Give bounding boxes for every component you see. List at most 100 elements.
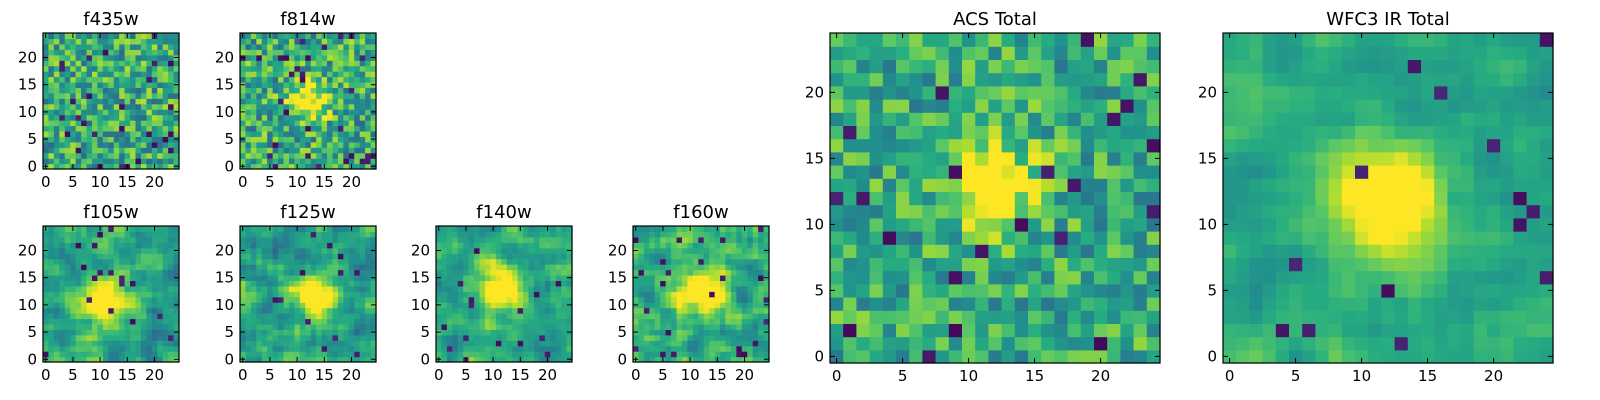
heatmap-cell xyxy=(48,340,55,347)
heatmap-cell xyxy=(1120,244,1135,258)
heatmap-cell xyxy=(316,242,323,249)
heatmap-cell xyxy=(102,296,109,303)
heatmap-cell xyxy=(725,291,732,298)
heatmap-cell xyxy=(261,231,268,238)
heatmap-cell xyxy=(1341,270,1356,285)
heatmap-cell xyxy=(709,313,716,320)
heatmap-cell xyxy=(75,329,82,336)
heatmap-cell xyxy=(725,280,732,287)
heatmap-cell xyxy=(681,226,688,233)
heatmap-cell xyxy=(240,258,247,265)
heatmap-cell xyxy=(506,236,513,243)
heatmap-cell xyxy=(1289,283,1303,298)
heatmap-cell xyxy=(1028,283,1042,298)
heatmap-cell xyxy=(256,81,263,88)
heatmap-cell xyxy=(113,318,120,325)
heatmap-cell xyxy=(649,334,656,341)
heatmap-cell xyxy=(168,163,175,170)
heatmap-cell xyxy=(484,323,491,330)
heatmap-cell xyxy=(348,54,355,61)
heatmap-cell xyxy=(97,264,104,271)
heatmap-cell xyxy=(468,247,475,254)
heatmap-cell xyxy=(463,285,470,292)
heatmap-cell xyxy=(250,313,257,320)
heatmap-cell xyxy=(988,257,1003,272)
heatmap-cell xyxy=(1262,151,1277,166)
heatmap-cell xyxy=(321,76,328,83)
heatmap-cell xyxy=(698,258,705,265)
heatmap-cell xyxy=(70,38,77,45)
heatmap-cell xyxy=(135,33,142,40)
heatmap-cell xyxy=(299,280,306,287)
y-tick-label: 0 xyxy=(814,347,824,365)
heatmap-cell xyxy=(267,291,274,298)
heatmap-cell xyxy=(1460,336,1475,351)
heatmap-cell xyxy=(261,49,268,56)
heatmap-cell xyxy=(512,253,519,260)
heatmap-cell xyxy=(1067,257,1082,272)
heatmap-cell xyxy=(566,231,573,238)
heatmap-cell xyxy=(272,253,279,260)
heatmap-cell xyxy=(135,269,142,276)
heatmap-cell xyxy=(343,60,350,67)
heatmap-cell xyxy=(261,120,268,127)
heatmap-cell xyxy=(490,231,497,238)
heatmap-cell xyxy=(490,307,497,314)
heatmap-cell xyxy=(305,231,312,238)
heatmap-cell xyxy=(64,269,71,276)
heatmap-cell xyxy=(665,226,672,233)
heatmap-cell xyxy=(64,103,71,110)
heatmap-cell xyxy=(517,231,524,238)
heatmap-cell xyxy=(288,323,295,330)
heatmap-cell xyxy=(501,302,508,309)
heatmap-cell xyxy=(1223,231,1237,245)
heatmap-cell xyxy=(1133,283,1148,298)
heatmap-cell xyxy=(168,109,175,116)
heatmap-cell xyxy=(633,323,640,330)
heatmap-cell xyxy=(561,340,568,347)
heatmap-cell xyxy=(151,103,158,110)
heatmap-cell xyxy=(1421,257,1435,272)
heatmap-cell xyxy=(1302,257,1316,272)
heatmap-cell xyxy=(59,163,66,170)
heatmap-cell xyxy=(146,345,153,352)
heatmap-cell xyxy=(81,269,88,276)
heatmap-cell xyxy=(1460,257,1475,272)
heatmap-cell xyxy=(457,356,464,363)
heatmap-cell xyxy=(81,340,88,347)
heatmap-cell xyxy=(512,340,519,347)
heatmap-cell xyxy=(168,302,175,309)
heatmap-cell xyxy=(566,334,573,341)
heatmap-cell xyxy=(698,291,705,298)
heatmap-cell xyxy=(703,242,710,249)
heatmap-cell xyxy=(240,103,247,110)
heatmap-cell xyxy=(140,43,147,50)
heatmap-cell xyxy=(1236,165,1250,179)
heatmap-cell xyxy=(730,258,737,265)
heatmap-cell xyxy=(1041,217,1055,232)
heatmap-cell xyxy=(501,285,508,292)
heatmap-cell xyxy=(523,323,530,330)
heatmap-cell xyxy=(272,54,279,61)
heatmap-cell xyxy=(43,264,50,271)
heatmap-cell xyxy=(1028,138,1042,153)
heatmap-cell xyxy=(81,71,88,78)
heatmap-cell xyxy=(245,147,252,154)
heatmap-cell xyxy=(843,231,857,245)
heatmap-cell xyxy=(245,253,252,260)
heatmap-cell xyxy=(1394,349,1409,364)
heatmap-cell xyxy=(261,236,268,243)
heatmap-cell xyxy=(316,356,323,363)
heatmap-cell xyxy=(130,345,137,352)
heatmap-cell xyxy=(643,291,650,298)
heatmap-cell xyxy=(91,226,98,233)
heatmap-cell xyxy=(370,296,377,303)
heatmap-cell xyxy=(283,258,290,265)
heatmap-cell xyxy=(495,307,502,314)
heatmap-cell xyxy=(501,226,508,233)
heatmap-cell xyxy=(1500,297,1514,311)
heatmap-cell xyxy=(168,318,175,325)
heatmap-cell xyxy=(1120,336,1135,351)
heatmap-cell xyxy=(830,310,844,324)
heatmap-cell xyxy=(544,291,551,298)
